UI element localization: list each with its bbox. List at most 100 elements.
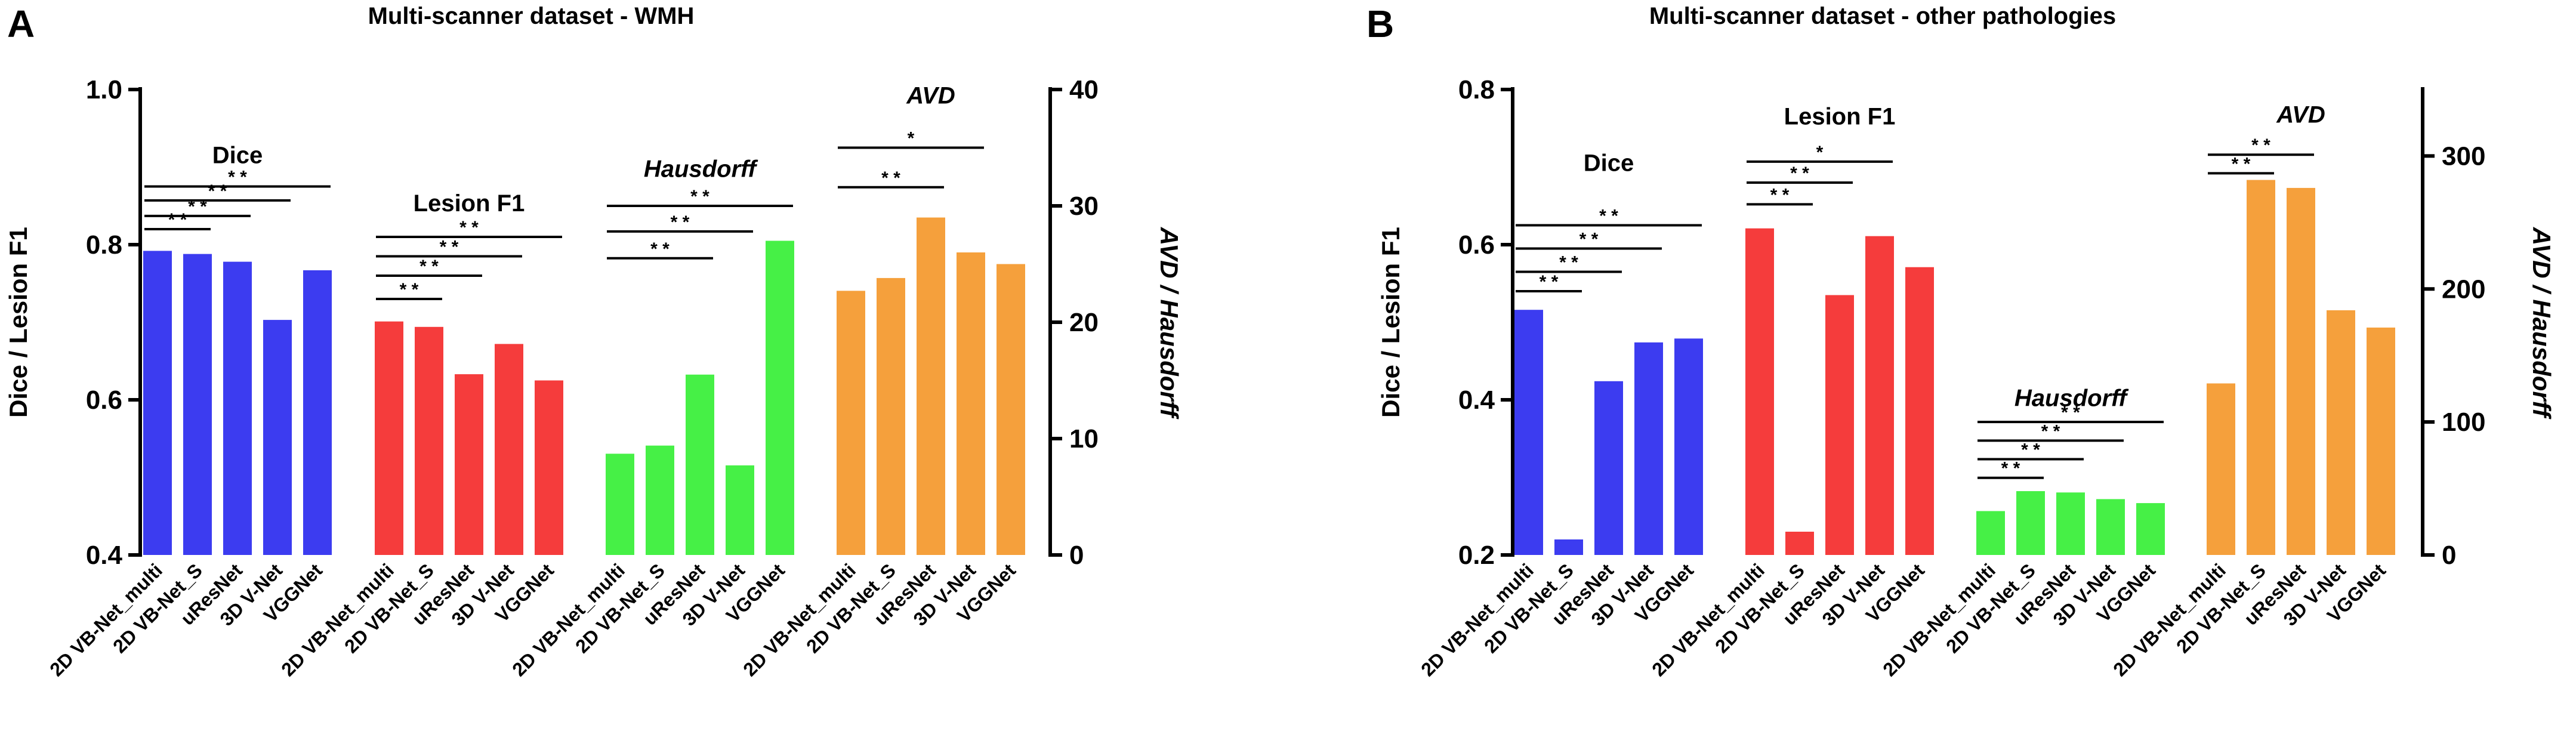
- significance-stars: * *: [208, 181, 227, 201]
- bar-lesion-f1-vggnet: [535, 380, 563, 555]
- significance-stars: * *: [400, 280, 419, 300]
- left-axis-tick-label: 0.6: [86, 385, 122, 415]
- significance-stars: * *: [690, 187, 709, 206]
- bar-avd-vggnet: [997, 264, 1025, 555]
- significance-stars: * *: [1770, 185, 1790, 205]
- bar-hausdorff-2d-vb-net-s: [646, 445, 674, 555]
- bar-lesion-f1-uresnet: [1825, 295, 1854, 555]
- significance-stars: * *: [2041, 421, 2060, 441]
- left-axis-title: Dice / Lesion F1: [4, 227, 32, 418]
- right-axis-tick-label: 0: [1069, 541, 1084, 570]
- significance-stars: * *: [881, 168, 900, 188]
- bar-hausdorff-uresnet: [686, 374, 714, 555]
- bar-avd-uresnet: [2287, 187, 2315, 555]
- group-label-dice: Dice: [1584, 150, 1634, 177]
- bar-avd-uresnet: [917, 217, 945, 555]
- right-axis-tick-label: 0: [2442, 541, 2456, 570]
- significance-stars: * *: [1559, 253, 1578, 273]
- significance-stars: * *: [419, 257, 439, 276]
- group-label-lesion-f1: Lesion F1: [414, 190, 525, 217]
- bar-dice-vggnet: [303, 270, 332, 555]
- significance-stars: * *: [2232, 154, 2251, 174]
- significance-stars: * *: [671, 212, 690, 232]
- right-axis-title: AVD / Hausdorff: [1155, 227, 1183, 420]
- bar-hausdorff-2d-vb-net-multi: [606, 454, 634, 555]
- bar-avd-2d-vb-net-multi: [837, 291, 865, 555]
- bar-hausdorff-uresnet: [2056, 492, 2085, 555]
- significance-stars: * *: [2001, 459, 2020, 479]
- bar-avd-vggnet: [2367, 327, 2395, 555]
- significance-stars: * *: [1599, 206, 1618, 226]
- bar-lesion-f1-vggnet: [1905, 267, 1934, 555]
- chart-title: Multi-scanner dataset - WMH: [368, 3, 695, 29]
- right-axis-tick-label: 300: [2442, 141, 2485, 171]
- group-label-dice: Dice: [212, 143, 263, 169]
- significance-stars: * *: [2021, 440, 2040, 460]
- significance-stars: * *: [2061, 403, 2080, 422]
- group-label-hausdorff: Hausdorff: [2014, 385, 2129, 411]
- bar-dice-2d-vb-net-s: [183, 254, 212, 555]
- significance-stars: * *: [228, 168, 247, 187]
- bar-avd-2d-vb-net-s: [2247, 180, 2275, 555]
- significance-stars: * *: [650, 239, 670, 259]
- right-axis-title: AVD / Hausdorff: [2528, 227, 2556, 420]
- panel-a-wmh-chart: A Multi-scanner dataset - WMH 0.4 0.6 0.8 1.0…: [4, 2, 1183, 680]
- left-axis-tick-label: 0.4: [1458, 385, 1495, 415]
- bar-lesion-f1-3d-v-net: [495, 344, 523, 555]
- left-axis-tick-label: 0.8: [1458, 75, 1495, 104]
- right-axis-tick-label: 200: [2442, 274, 2485, 304]
- group-label-hausdorff: Hausdorff: [644, 156, 758, 182]
- bar-lesion-f1-2d-vb-net-s: [1785, 532, 1814, 555]
- group-label-avd: AVD: [2276, 102, 2325, 128]
- significance-stars: * *: [459, 218, 479, 238]
- significance-stars: * *: [1579, 230, 1599, 249]
- bar-avd-3d-v-net: [2327, 310, 2355, 555]
- right-axis-tick-label: 10: [1069, 424, 1099, 454]
- bar-hausdorff-vggnet: [766, 240, 794, 555]
- bar-lesion-f1-2d-vb-net-multi: [1745, 228, 1774, 555]
- panel-b-other-pathologies-chart: B Multi-scanner dataset - other pathologi…: [1366, 2, 2556, 680]
- right-axis-tick-label: 40: [1069, 75, 1099, 104]
- right-axis-tick-label: 100: [2442, 408, 2485, 437]
- right-axis-tick-label: 30: [1069, 192, 1099, 221]
- bar-dice-2d-vb-net-multi: [143, 251, 172, 555]
- bar-hausdorff-2d-vb-net-s: [2016, 491, 2045, 555]
- chart-title: Multi-scanner dataset - other pathologie…: [1649, 3, 2116, 29]
- left-axis-tick-label: 0.6: [1458, 230, 1495, 260]
- bar-hausdorff-3d-v-net: [2096, 499, 2125, 555]
- bar-avd-2d-vb-net-s: [877, 277, 905, 555]
- bar-dice-3d-v-net: [1634, 342, 1663, 555]
- panel-letter: B: [1366, 2, 1394, 45]
- significance-stars: *: [1816, 143, 1824, 162]
- panel-letter: A: [7, 2, 35, 45]
- significance-stars: * *: [1790, 164, 1809, 183]
- bar-lesion-f1-2d-vb-net-s: [415, 326, 443, 555]
- left-axis-tick-label: 0.8: [86, 230, 122, 260]
- left-axis-tick-label: 1.0: [86, 75, 122, 104]
- significance-stars: * *: [1540, 272, 1559, 292]
- bar-dice-vggnet: [1674, 338, 1703, 555]
- bar-avd-3d-v-net: [957, 252, 985, 555]
- bar-dice-2d-vb-net-multi: [1514, 310, 1543, 555]
- significance-stars: *: [908, 129, 915, 149]
- significance-stars: * *: [440, 238, 459, 257]
- bar-lesion-f1-3d-v-net: [1865, 236, 1894, 555]
- significance-stars: * *: [168, 210, 187, 230]
- bar-lesion-f1-uresnet: [455, 374, 483, 555]
- bar-dice-uresnet: [223, 261, 252, 555]
- bar-dice-3d-v-net: [263, 320, 292, 555]
- bar-avd-2d-vb-net-multi: [2207, 383, 2235, 555]
- bar-hausdorff-vggnet: [2136, 503, 2165, 555]
- bar-dice-uresnet: [1594, 381, 1623, 555]
- group-label-avd: AVD: [906, 82, 955, 109]
- significance-stars: * *: [2251, 135, 2270, 155]
- group-label-lesion-f1: Lesion F1: [1784, 104, 1896, 130]
- bar-lesion-f1-2d-vb-net-multi: [375, 321, 403, 555]
- left-axis-tick-label: 0.2: [1458, 541, 1495, 570]
- bar-hausdorff-2d-vb-net-multi: [1976, 511, 2005, 555]
- left-axis-title: Dice / Lesion F1: [1377, 227, 1405, 418]
- bar-hausdorff-3d-v-net: [726, 465, 754, 555]
- right-axis-tick-label: 20: [1069, 308, 1099, 337]
- bar-dice-2d-vb-net-s: [1554, 539, 1583, 555]
